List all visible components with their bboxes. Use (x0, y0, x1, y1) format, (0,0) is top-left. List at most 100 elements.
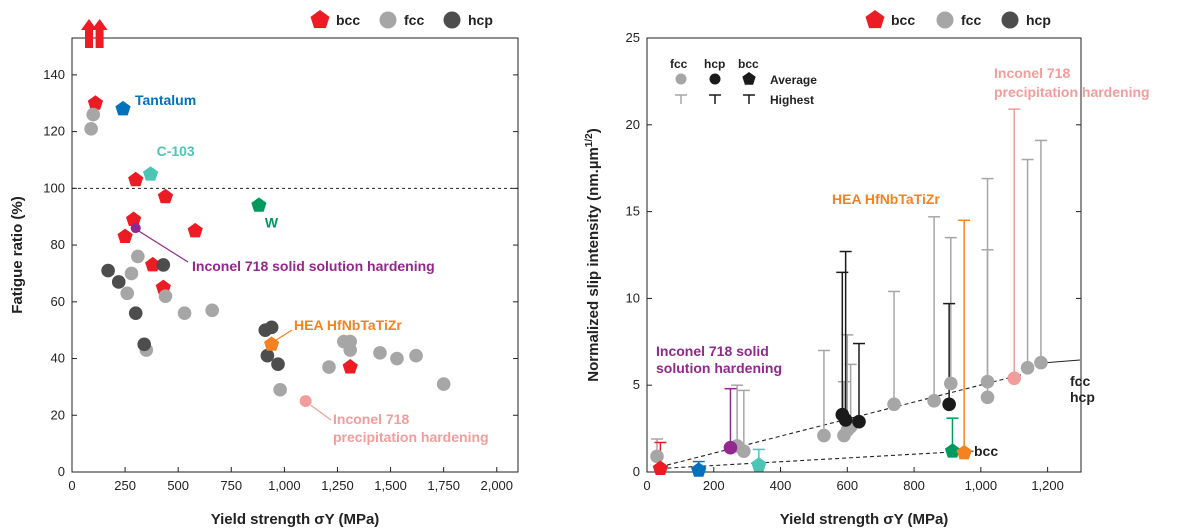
left-y-axis-label: Fatigue ratio (%) (9, 196, 26, 314)
fcc-average-point (887, 397, 901, 412)
inner-legend-bcc-average (742, 72, 756, 85)
trend-hcp-label: hcp (1070, 389, 1095, 405)
left-x-tick-label: 1,750 (427, 478, 460, 493)
fcc-point (436, 377, 451, 391)
fcc-average-point (980, 374, 995, 389)
left-x-tick-label: 750 (220, 478, 242, 493)
trend-line (660, 450, 968, 470)
inner-legend-fcc-header: fcc (670, 57, 688, 71)
left-y-tick-label: 120 (43, 124, 65, 139)
right-x-axis-label: Yield strength σY (MPa) (780, 511, 949, 528)
left-y-tick-label: 80 (51, 237, 65, 252)
fcc-point (84, 121, 98, 136)
right-x-tick-label: 600 (836, 478, 858, 493)
W-average-point (944, 443, 961, 458)
fcc-point (205, 303, 219, 318)
fcc-point (120, 286, 135, 301)
bcc-point (87, 95, 103, 110)
fcc-point (390, 351, 404, 366)
Inconel 718 precipitation hardening-average-point (1007, 371, 1022, 386)
bcc-point (128, 171, 144, 187)
offscale-arrow (91, 19, 108, 48)
fcc-average-point (817, 428, 831, 443)
c103-point (143, 166, 159, 181)
hcp-point (101, 263, 115, 278)
fcc-average-point (927, 394, 941, 408)
fcc-point (158, 289, 173, 303)
HEA HfNbTaTiZr-average-point (956, 444, 972, 460)
trend-bcc-label: bcc (974, 443, 998, 459)
right-x-tick-label: 400 (770, 478, 792, 493)
bcc-average-point (652, 460, 668, 475)
w-label: W (265, 214, 279, 230)
left-plot-frame (71, 37, 519, 473)
left-x-tick-label: 0 (68, 478, 75, 493)
hcp-point (128, 306, 143, 320)
bcc-point (126, 211, 142, 226)
right-legend-hcp-label: hcp (1026, 12, 1051, 28)
bcc-point (342, 359, 358, 374)
fcc-point (373, 346, 387, 360)
inconel-ss-leader (138, 230, 189, 263)
trend-fcc-label: fcc (1070, 373, 1090, 389)
left-x-tick-label: 2,000 (480, 478, 513, 493)
r-hea-label: HEA HfNbTaTiZr (832, 191, 940, 207)
left-y-tick-label: 40 (51, 351, 65, 366)
tantalum-label: Tantalum (135, 92, 196, 108)
hcp-average-point (838, 413, 853, 427)
right-y-tick-label: 15 (626, 204, 640, 219)
hcp-average-point (852, 414, 866, 429)
fcc-point (322, 360, 336, 374)
w-point (251, 197, 267, 212)
right-y-tick-label: 0 (633, 464, 640, 479)
hcp-point (264, 320, 279, 335)
left-legend-fcc-marker (379, 11, 397, 29)
bcc-point (187, 222, 203, 238)
fcc-average-point (944, 376, 958, 391)
fcc-point (131, 249, 145, 264)
left-legend-bcc-marker (310, 10, 330, 29)
inconel-ph-label-2: precipitation hardening (333, 429, 489, 445)
right-legend-fcc-marker (936, 11, 954, 29)
right-legend-bcc-marker (865, 10, 885, 29)
inconel-ph-point (299, 395, 312, 408)
left-legend-fcc-label: fcc (404, 12, 424, 28)
left-x-axis-label: Yield strength σY (MPa) (211, 511, 380, 528)
right-x-tick-label: 800 (903, 478, 925, 493)
right-x-tick-label: 1,200 (1031, 478, 1064, 493)
r-inconel-ph-label-1: Inconel 718 (994, 65, 1070, 81)
inconel-ph-label-1: Inconel 718 (333, 411, 409, 427)
inconel-ss-point (130, 222, 141, 234)
C-103-average-point (751, 457, 767, 472)
inconel-ph-leader (310, 404, 332, 421)
fcc-point (409, 348, 423, 363)
inner-legend-highest-label: Highest (770, 93, 814, 107)
right-x-tick-label: 200 (703, 478, 725, 493)
right-y-tick-label: 20 (626, 117, 640, 132)
hcp-point (111, 275, 126, 289)
hcp-point (137, 337, 152, 352)
bcc-point (145, 256, 161, 272)
right-legend-fcc-label: fcc (961, 12, 981, 28)
inner-legend-fcc-average (675, 73, 687, 85)
hcp-average-point (942, 397, 956, 412)
inner-legend-hcp-header: hcp (704, 57, 725, 71)
left-y-tick-label: 0 (58, 464, 65, 479)
hcp-point (271, 357, 285, 372)
right-y-tick-label: 25 (626, 30, 640, 45)
left-legend-hcp-marker (443, 11, 461, 29)
hcp-point (260, 348, 275, 363)
right-legend-hcp-marker (1001, 11, 1019, 29)
left-x-tick-label: 1,250 (321, 478, 354, 493)
fcc-average-point (1020, 361, 1035, 375)
hea-leader (275, 329, 293, 341)
left-legend-hcp-label: hcp (468, 12, 493, 28)
Tantalum-average-point (691, 462, 707, 477)
c103-label: C-103 (157, 143, 195, 159)
r-inconel-ss-label-2: solution hardening (656, 360, 782, 376)
bcc-point (117, 228, 133, 243)
r-inconel-ph-label-2: precipitation hardening (994, 84, 1150, 100)
left-y-tick-label: 20 (51, 407, 65, 422)
trend-fcc-leader (1046, 359, 1081, 364)
